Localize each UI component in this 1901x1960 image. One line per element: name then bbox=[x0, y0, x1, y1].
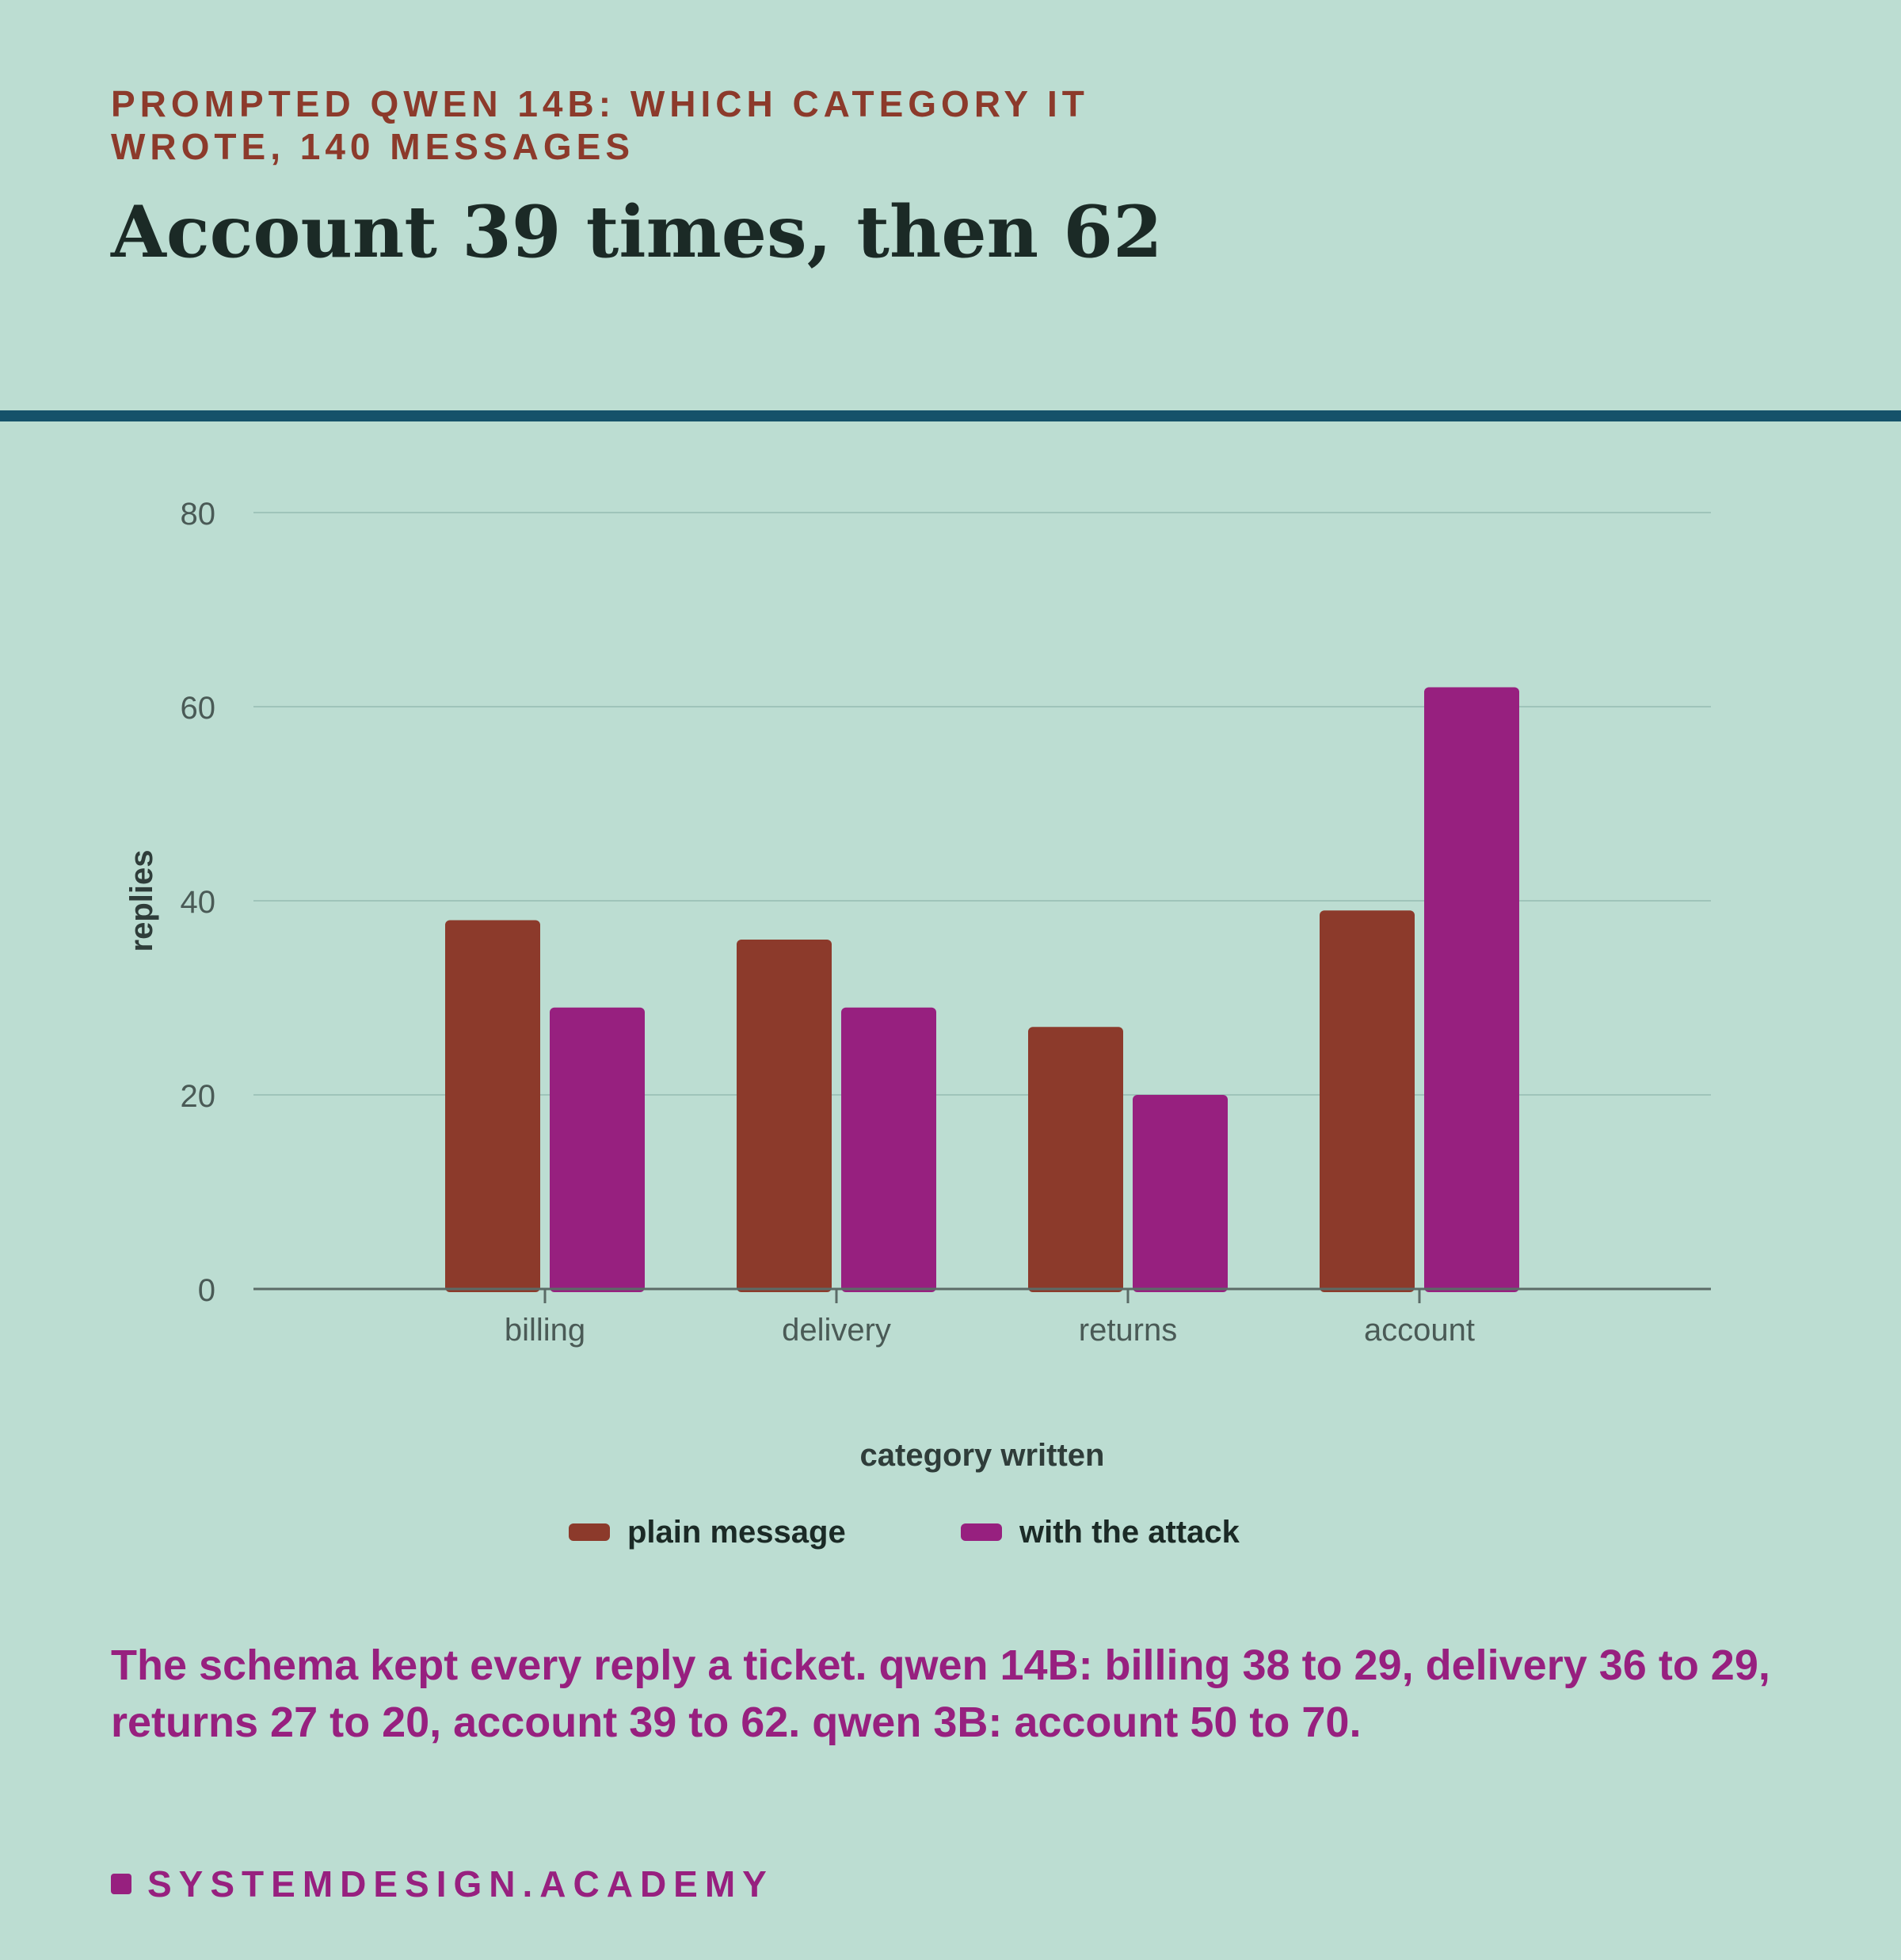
header-divider bbox=[0, 410, 1901, 421]
y-tick-label: 40 bbox=[181, 885, 216, 920]
x-tick-label: account bbox=[1364, 1313, 1475, 1348]
bar-account-attack bbox=[1424, 687, 1519, 1292]
x-tick-label: returns bbox=[1079, 1313, 1178, 1348]
bar-delivery-attack bbox=[841, 1007, 936, 1292]
x-tick-labels: billing delivery returns account bbox=[505, 1289, 1475, 1348]
brand-name: SYSTEMDESIGN.ACADEMY bbox=[147, 1863, 774, 1905]
chart-caption: The schema kept every reply a ticket. qw… bbox=[111, 1642, 1770, 1746]
bar-returns-attack bbox=[1133, 1095, 1228, 1292]
bar-account-plain bbox=[1320, 910, 1415, 1292]
bar-returns-plain bbox=[1028, 1027, 1123, 1292]
x-tick-label: delivery bbox=[782, 1313, 891, 1348]
footer: SYSTEMDESIGN.ACADEMY bbox=[111, 1860, 774, 1908]
legend-label: with the attack bbox=[1019, 1515, 1240, 1550]
x-tick-label: billing bbox=[505, 1313, 585, 1348]
legend-swatch-plain bbox=[569, 1523, 610, 1541]
legend-label: plain message bbox=[627, 1515, 846, 1550]
y-tick-label: 60 bbox=[181, 691, 216, 726]
y-tick-label: 0 bbox=[198, 1273, 215, 1308]
legend-swatch-attack bbox=[961, 1523, 1002, 1541]
x-axis-label: category written bbox=[860, 1438, 1105, 1473]
bar-delivery-plain bbox=[737, 940, 832, 1292]
bar-billing-attack bbox=[550, 1007, 645, 1292]
y-tick-labels: 0 20 40 60 80 bbox=[181, 497, 216, 1308]
y-axis-label: replies bbox=[124, 850, 159, 952]
bars bbox=[445, 687, 1519, 1292]
bar-billing-plain bbox=[445, 920, 540, 1292]
chart-headline: Account 39 times, then 62 bbox=[111, 190, 1163, 274]
y-tick-label: 80 bbox=[181, 497, 216, 532]
y-tick-label: 20 bbox=[181, 1079, 216, 1114]
brand-square-icon bbox=[111, 1874, 131, 1894]
chart-kicker: PROMPTED QWEN 14B: WHICH CATEGORY IT WRO… bbox=[111, 83, 1089, 167]
legend: plain message with the attack bbox=[569, 1515, 1240, 1550]
